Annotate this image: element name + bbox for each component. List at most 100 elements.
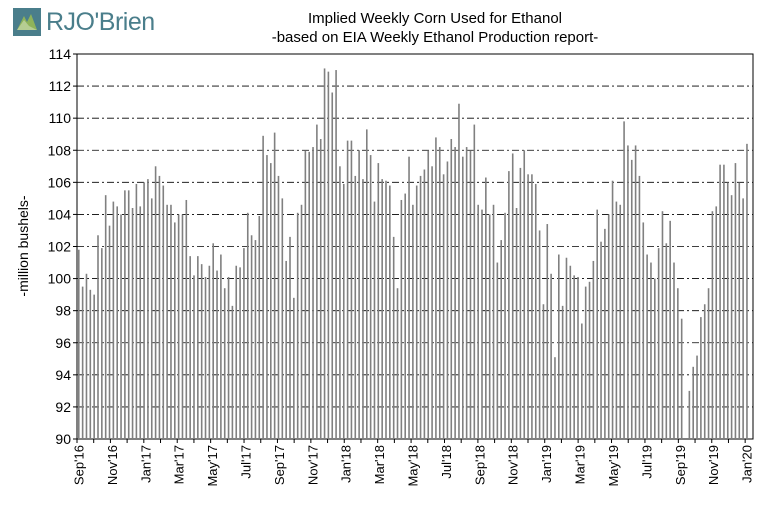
bar — [584, 286, 587, 439]
bar — [615, 201, 618, 439]
x-tick-label: Jan'17 — [138, 445, 153, 483]
bar — [273, 132, 276, 439]
bar — [319, 139, 322, 440]
bar — [89, 289, 92, 439]
bar — [354, 175, 357, 439]
bar — [385, 180, 387, 439]
bar — [369, 155, 372, 439]
x-tick-label: Jan'18 — [339, 445, 354, 483]
bar — [596, 209, 598, 439]
bar — [742, 198, 744, 439]
bar — [200, 264, 203, 439]
bar — [504, 212, 506, 439]
bar — [665, 243, 668, 439]
bar — [104, 195, 107, 439]
bar — [534, 183, 537, 439]
bar — [181, 214, 184, 439]
y-tick-label: 92 — [55, 399, 71, 415]
bar — [116, 206, 118, 439]
bar — [600, 241, 602, 439]
x-tick-label: Sep'18 — [472, 445, 487, 485]
bar — [550, 273, 552, 439]
x-tick-label: Jan'19 — [539, 445, 554, 483]
x-tick-label: Jul'19 — [639, 445, 654, 479]
bar — [677, 288, 679, 439]
bar — [108, 225, 111, 439]
bar — [408, 156, 410, 439]
bar — [189, 256, 191, 439]
bar — [112, 201, 115, 439]
y-tick-label: 112 — [49, 78, 72, 94]
bar — [462, 156, 464, 439]
bar — [81, 286, 84, 439]
bar — [131, 208, 134, 439]
bar — [508, 171, 510, 439]
bar — [707, 288, 710, 439]
bar — [124, 190, 126, 439]
bar — [339, 166, 341, 439]
bar — [381, 179, 383, 439]
bar — [715, 206, 718, 439]
bar — [661, 211, 664, 439]
y-tick-label: 100 — [48, 271, 72, 287]
bar — [427, 150, 430, 439]
x-tick-label: Jul'18 — [439, 445, 454, 479]
bar — [373, 201, 376, 439]
y-axis-ticks: 90 92 94 96 98 100 102 104 106 108 110 112 114 — [48, 46, 77, 447]
bar — [703, 304, 706, 439]
x-tick-label: Mar'18 — [372, 445, 387, 484]
bar — [561, 305, 564, 439]
bar — [423, 169, 426, 439]
bar — [692, 366, 694, 439]
bar — [538, 230, 541, 439]
x-tick-label: Jan'20 — [740, 445, 755, 483]
bar — [569, 265, 572, 439]
bar — [316, 124, 318, 439]
x-tick-label: Sep'17 — [272, 445, 287, 485]
bar — [469, 150, 472, 439]
bar — [220, 254, 222, 439]
x-tick-label: Nov'16 — [105, 445, 120, 485]
bar — [611, 180, 614, 439]
bar — [477, 204, 479, 439]
bar — [335, 70, 337, 440]
x-tick-label: Nov'17 — [305, 445, 320, 485]
y-tick-label: 96 — [55, 335, 71, 351]
bar — [581, 323, 583, 439]
bar — [515, 208, 518, 439]
bar — [362, 179, 364, 439]
bar — [392, 236, 395, 439]
bar — [300, 204, 303, 439]
bar — [481, 209, 483, 439]
bar — [465, 147, 468, 439]
bar — [577, 276, 579, 439]
bar — [289, 236, 291, 439]
bar — [143, 182, 145, 440]
bar — [166, 204, 168, 439]
bar — [270, 163, 272, 440]
bar — [177, 214, 180, 439]
bar — [127, 190, 130, 439]
bar — [85, 273, 88, 439]
bar — [389, 185, 391, 439]
bar — [680, 318, 683, 439]
bar — [696, 355, 698, 439]
bar — [738, 182, 741, 440]
bars — [78, 68, 748, 440]
y-tick-label: 102 — [48, 239, 72, 255]
x-tick-label: Nov'18 — [506, 445, 521, 485]
bar — [711, 211, 714, 439]
x-axis-ticks: Sep'16 Nov'16 Jan'17 Mar'17 May'17 Jul'17 Sep'… — [71, 439, 755, 487]
bar — [700, 317, 702, 439]
bar — [101, 248, 103, 439]
bar — [723, 164, 725, 439]
bar — [688, 390, 691, 439]
bar — [139, 206, 142, 439]
bar — [304, 150, 307, 439]
bar — [542, 304, 545, 439]
x-tick-label: Sep'19 — [673, 445, 688, 485]
bar — [634, 145, 637, 439]
bar — [346, 140, 349, 439]
x-tick-label: Mar'19 — [573, 445, 588, 484]
bar — [523, 150, 526, 439]
